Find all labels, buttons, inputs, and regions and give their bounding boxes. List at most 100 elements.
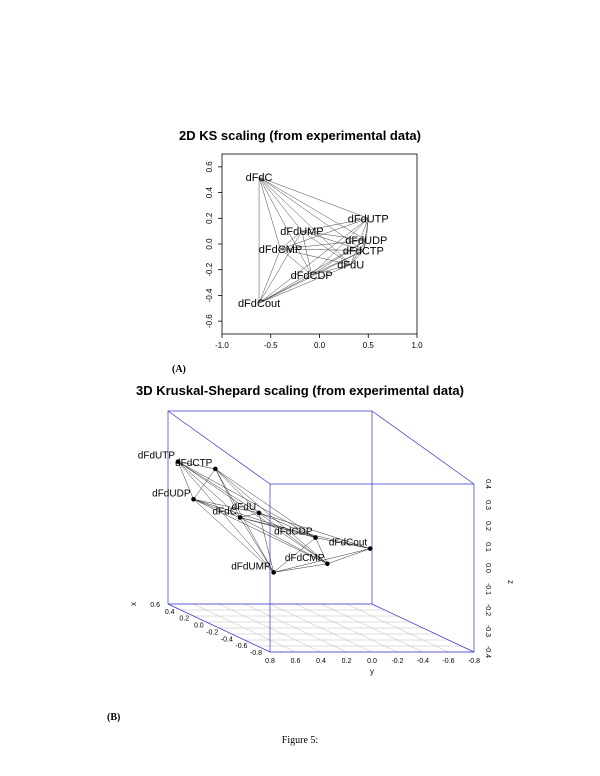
edge-2d [301,230,367,241]
point-label-3d-dfdctp: dFdCTP [175,458,213,469]
floor-grid-line [295,603,398,653]
box-edge [371,410,475,485]
edge-2d [280,248,312,276]
x-tick-label-2d: 1.0 [411,341,423,350]
edge-3d [258,512,274,573]
x-tick-label: -0.4 [221,636,233,643]
edge-3d [315,537,371,549]
point-label-2d-dfdcout: dFdCout [238,298,280,310]
y-tick-label: -0.4 [417,658,429,665]
x-axis-label: x [129,602,138,606]
edge-3d [258,512,316,538]
y-tick-label: -0.6 [442,658,454,665]
point-3d-dfdctp [213,466,218,472]
edge-2d [301,231,312,275]
z-tick-label: -0.4 [484,646,491,658]
edge-2d [280,239,367,250]
point-label-3d-dfdc: dFdC [212,507,236,518]
point-label-3d-dfdcdp: dFdCDP [274,527,313,538]
edge-3d [177,461,194,500]
point-3d-dfdudp [191,496,196,502]
z-axis-label: z [506,580,515,584]
x-tick-label: -0.2 [206,629,218,636]
edge-3d [177,461,241,518]
z-tick-label: -0.1 [484,583,491,595]
edge-3d [177,461,260,514]
edge-2d [363,240,367,251]
point-label-3d-dfdump: dFdUMP [231,561,271,572]
floor-grid-line [346,603,449,653]
y-tick-label: -0.8 [468,658,480,665]
y-tick-label-2d: -0.2 [205,262,214,276]
point-label-3d-dfdudp: dFdUDP [152,488,191,499]
point-3d-dfdc [237,515,243,520]
point-3d-dfdcout [367,546,373,551]
point-label-2d-dfdutp: dFdUTP [348,213,389,225]
x-tick-label-2d: -0.5 [264,341,278,350]
point-label-2d-dfdc: dFdC [246,172,273,184]
point-label-3d-dfdcout: dFdCout [329,538,368,549]
edge-2d [350,240,367,265]
edge-3d [239,512,260,518]
edge-2d [258,177,281,250]
y-tick-label: 0.0 [367,658,377,665]
figure-caption: Figure 5: [281,735,319,746]
x-tick-label: -0.8 [250,650,262,657]
edge-3d [193,499,328,564]
edge-2d [301,218,369,232]
edge-2d [258,176,369,219]
edge-3d [327,548,371,565]
edge-3d [273,548,371,573]
x-tick-label: 0.6 [150,602,160,609]
point-label-2d-dfdcdp: dFdCDP [291,270,333,282]
floor-grid-line [269,603,373,653]
edge-2d [311,264,351,276]
panel-label-b: (B) [107,712,121,723]
edge-2d [258,176,364,251]
point-3d-dfdcdp [313,535,318,540]
edge-2d [258,176,303,232]
edge-3d [177,461,216,470]
edge-2d [258,218,369,304]
point-3d-dfdutp [175,459,181,464]
chart-title-2d: 2D KS scaling (from experimental data) [178,128,421,143]
y-tick-label-2d: -0.4 [205,288,214,302]
y-tick-label: 0.6 [291,658,301,665]
edge-2d [258,274,312,304]
box-edge [167,603,271,653]
x-tick-label-2d: -1.0 [215,341,229,350]
edge-2d [301,230,351,265]
z-tick-label: 0.4 [484,479,491,489]
edge-3d [193,499,274,573]
edge-3d [315,537,328,564]
edge-3d [177,461,316,538]
edge-3d [273,537,316,573]
edge-3d [177,461,328,564]
edge-2d [280,248,364,251]
edge-3d [215,468,274,573]
edge-3d [273,563,328,573]
z-tick-label: 0.0 [484,563,491,573]
y-axis-label: y [370,667,374,676]
x-tick-label: 0.4 [165,609,175,616]
edge-3d [193,499,316,538]
z-tick-label: 0.2 [484,521,491,531]
point-label-3d-dfdu: dFdU [232,502,256,513]
chart-title-3d: 3D Kruskal-Shepard scaling (from experim… [136,383,464,398]
y-tick-label: 0.8 [265,658,275,665]
edge-2d [311,218,369,276]
point-label-2d-dfdcmp: dFdCMP [259,244,302,256]
y-tick-label-2d: 0.0 [205,238,214,250]
x-tick-label: 0.0 [194,623,204,630]
point-3d-dfdu [256,510,262,516]
x-tick-label: -0.6 [235,643,247,650]
edge-3d [215,468,328,564]
y-tick-label-2d: 0.2 [205,212,214,224]
edge-2d [258,250,364,304]
y-tick-label-2d: 0.6 [205,161,214,173]
edge-2d [258,249,281,304]
edge-3d [215,468,260,514]
z-tick-label: -0.2 [484,604,491,616]
edge-3d [193,499,260,514]
